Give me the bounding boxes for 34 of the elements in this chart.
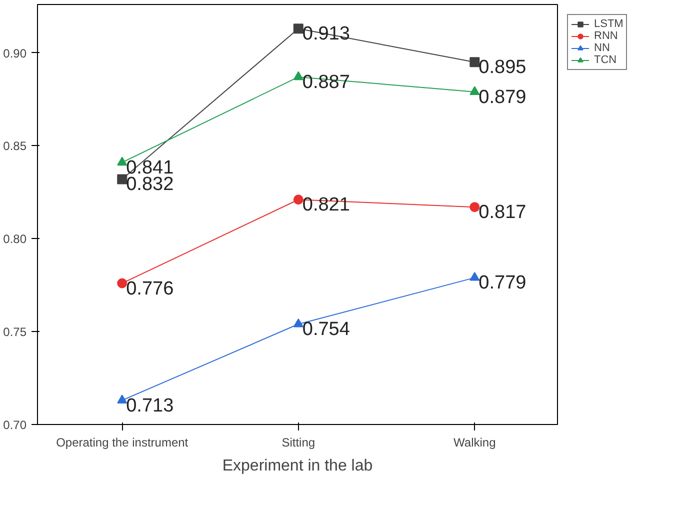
x-tick-label: Operating the instrument bbox=[56, 436, 189, 450]
text: 0.80 bbox=[3, 232, 27, 246]
point bbox=[470, 57, 480, 68]
data-label: 0.713 bbox=[126, 395, 174, 416]
x-tick-label: Sitting bbox=[282, 436, 316, 450]
point bbox=[293, 318, 304, 328]
point bbox=[117, 174, 128, 184]
data-label: 0.879 bbox=[478, 86, 526, 108]
point bbox=[117, 394, 128, 404]
text: 0.75 bbox=[3, 325, 27, 340]
point bbox=[117, 278, 128, 288]
legend-label: NN bbox=[594, 42, 611, 54]
point bbox=[293, 71, 304, 80]
data-label: 0.895 bbox=[478, 57, 526, 78]
data-label: 0.779 bbox=[478, 272, 526, 294]
point bbox=[470, 86, 480, 95]
point bbox=[470, 272, 480, 281]
legend-label: LSTM bbox=[594, 18, 624, 30]
text: 0.70 bbox=[3, 418, 27, 432]
point bbox=[293, 194, 304, 205]
point bbox=[470, 202, 480, 212]
legend-label: TCN bbox=[594, 54, 617, 66]
data-label: 0.776 bbox=[126, 278, 174, 300]
data-label: 0.817 bbox=[478, 202, 526, 224]
text: 0.85 bbox=[3, 139, 27, 154]
x-tick-label: Walking bbox=[454, 436, 496, 450]
point bbox=[293, 24, 304, 34]
point bbox=[117, 156, 128, 166]
text: 0.90 bbox=[3, 46, 27, 60]
x-axis-title: Experiment in the lab bbox=[222, 458, 373, 474]
data-label: 0.821 bbox=[302, 194, 350, 216]
data-label: 0.754 bbox=[302, 319, 350, 340]
legend-label: RNN bbox=[594, 30, 618, 42]
data-label: 0.832 bbox=[126, 174, 174, 196]
